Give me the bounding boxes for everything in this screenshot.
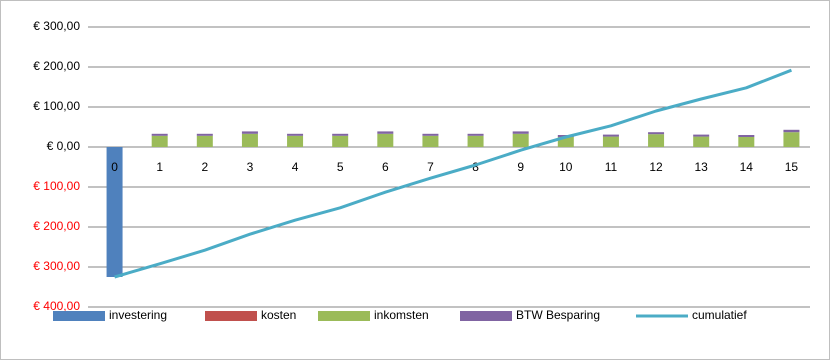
legend-label: inkomsten [374, 308, 429, 322]
bar [332, 133, 349, 136]
x-tick-label: 3 [247, 160, 254, 174]
y-tick-label: € 100,00 [33, 99, 80, 113]
bar [151, 133, 168, 136]
line [114, 68, 792, 279]
bar [422, 135, 439, 147]
bar [693, 134, 710, 137]
bar [648, 134, 665, 147]
legend-swatch [318, 311, 370, 321]
bar [738, 137, 755, 147]
bar [783, 132, 800, 147]
legend-swatch [53, 311, 105, 321]
bar [693, 136, 710, 147]
bar [287, 133, 304, 136]
x-tick-label: 2 [201, 160, 208, 174]
bar [422, 133, 439, 136]
y-tick-label: € 300,00 [33, 19, 80, 33]
bar [377, 131, 394, 134]
x-tick-label: 12 [649, 160, 663, 174]
bar [602, 134, 619, 137]
legend-label: cumulatief [692, 308, 747, 322]
x-tick-label: 7 [427, 160, 434, 174]
bar [602, 136, 619, 147]
bar [738, 135, 755, 137]
bar [287, 135, 304, 147]
bar [196, 135, 213, 147]
x-tick-label: 11 [605, 160, 618, 174]
bar [648, 132, 665, 135]
bar [241, 133, 258, 147]
y-tick-label: € 200,00 [33, 59, 80, 73]
bar [512, 131, 529, 134]
x-tick-label: 6 [382, 160, 389, 174]
bar [332, 135, 349, 147]
x-tick-label: 1 [156, 160, 163, 174]
bar [196, 133, 213, 136]
legend-label: kosten [261, 308, 296, 322]
x-tick-label: 5 [337, 160, 344, 174]
bar [151, 135, 168, 147]
bar [241, 131, 258, 134]
x-tick-label: 8 [472, 160, 479, 174]
legend-label: investering [109, 308, 167, 322]
bar [106, 147, 123, 277]
x-tick-label: 9 [517, 160, 524, 174]
x-tick-label: 0 [111, 160, 118, 174]
x-tick-label: 10 [559, 160, 573, 174]
y-tick-label: € 100,00 [33, 179, 80, 193]
legend-swatch [205, 311, 257, 321]
y-tick-label: € 0,00 [47, 139, 81, 153]
x-tick-label: 15 [785, 160, 799, 174]
bar [377, 133, 394, 147]
bar [467, 133, 484, 136]
bar [512, 133, 529, 147]
bar [783, 129, 800, 133]
bar [467, 135, 484, 147]
y-tick-label: € 200,00 [33, 219, 80, 233]
y-tick-label: € 400,00 [33, 299, 80, 313]
legend-swatch [460, 311, 512, 321]
x-tick-label: 13 [695, 160, 709, 174]
y-tick-label: € 300,00 [33, 259, 80, 273]
x-tick-label: 14 [740, 160, 754, 174]
x-tick-label: 4 [292, 160, 299, 174]
legend-label: BTW Besparing [516, 308, 600, 322]
bar [557, 137, 574, 147]
